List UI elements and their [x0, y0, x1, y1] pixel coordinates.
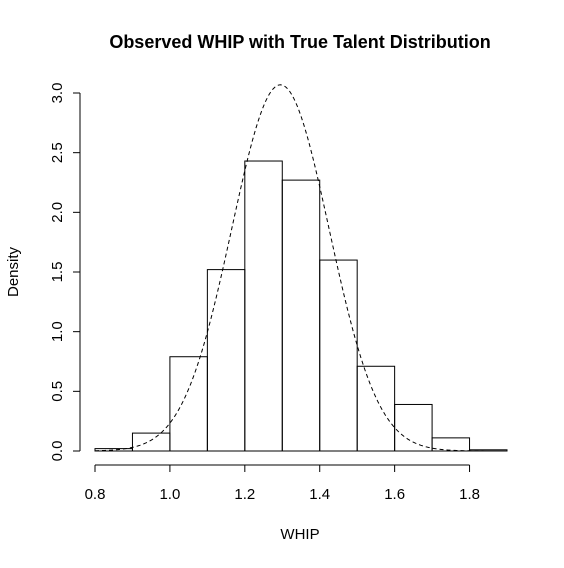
- histogram-bar: [244, 160, 283, 452]
- histogram-bar: [356, 365, 396, 452]
- histogram-bar: [131, 432, 171, 452]
- curve-layer: [94, 84, 507, 452]
- y-tick-label: 0.0: [49, 441, 66, 462]
- x-tick-label: 1.6: [384, 486, 405, 503]
- y-tick-label: 1.5: [49, 262, 66, 283]
- bars-layer: [94, 160, 508, 452]
- x-tick-label: 1.2: [234, 486, 255, 503]
- x-tick-label: 1.4: [309, 486, 330, 503]
- y-tick-label: 2.5: [49, 142, 66, 163]
- y-tick-label: 2.0: [49, 202, 66, 223]
- y-axis-label: Density: [5, 246, 22, 297]
- histogram-bar: [169, 356, 208, 452]
- y-tick-label: 0.5: [49, 381, 66, 402]
- histogram-bar: [394, 403, 433, 452]
- x-tick-label: 1.8: [459, 486, 480, 503]
- histogram-bar: [206, 269, 246, 452]
- y-tick-label: 1.0: [49, 321, 66, 342]
- x-axis-label: WHIP: [280, 526, 319, 543]
- histogram-bar: [281, 179, 321, 452]
- histogram-bar: [431, 437, 471, 452]
- y-axis: 0.0 0.5 1.0 1.5 2.0 2.5 3.0: [49, 83, 81, 462]
- x-tick-label: 1.0: [159, 486, 180, 503]
- y-tick-label: 3.0: [49, 83, 66, 104]
- x-axis: 0.8 1.0 1.2 1.4 1.6 1.8: [85, 464, 480, 503]
- histogram-bar: [319, 259, 358, 452]
- x-tick-label: 0.8: [85, 486, 106, 503]
- chart-title: Observed WHIP with True Talent Distribut…: [109, 32, 490, 52]
- true-talent-curve: [94, 84, 507, 452]
